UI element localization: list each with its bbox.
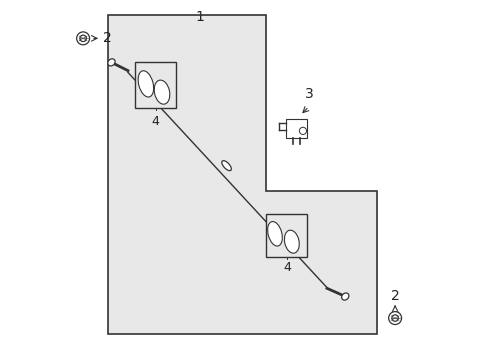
Text: 2: 2 bbox=[103, 31, 112, 45]
Ellipse shape bbox=[279, 227, 288, 237]
Ellipse shape bbox=[138, 71, 153, 97]
Bar bbox=[265, 214, 306, 257]
Text: 3: 3 bbox=[304, 87, 313, 101]
Text: 2: 2 bbox=[390, 289, 399, 303]
Ellipse shape bbox=[341, 293, 348, 300]
Ellipse shape bbox=[154, 80, 169, 104]
Ellipse shape bbox=[144, 78, 154, 88]
Ellipse shape bbox=[284, 230, 299, 253]
Bar bbox=[285, 120, 306, 138]
Text: 1: 1 bbox=[195, 10, 203, 24]
Ellipse shape bbox=[108, 59, 115, 66]
Text: 4: 4 bbox=[282, 261, 290, 274]
Text: 4: 4 bbox=[151, 116, 159, 129]
Bar bbox=[135, 62, 176, 108]
Ellipse shape bbox=[267, 221, 282, 246]
Polygon shape bbox=[108, 15, 376, 334]
Ellipse shape bbox=[222, 161, 231, 171]
